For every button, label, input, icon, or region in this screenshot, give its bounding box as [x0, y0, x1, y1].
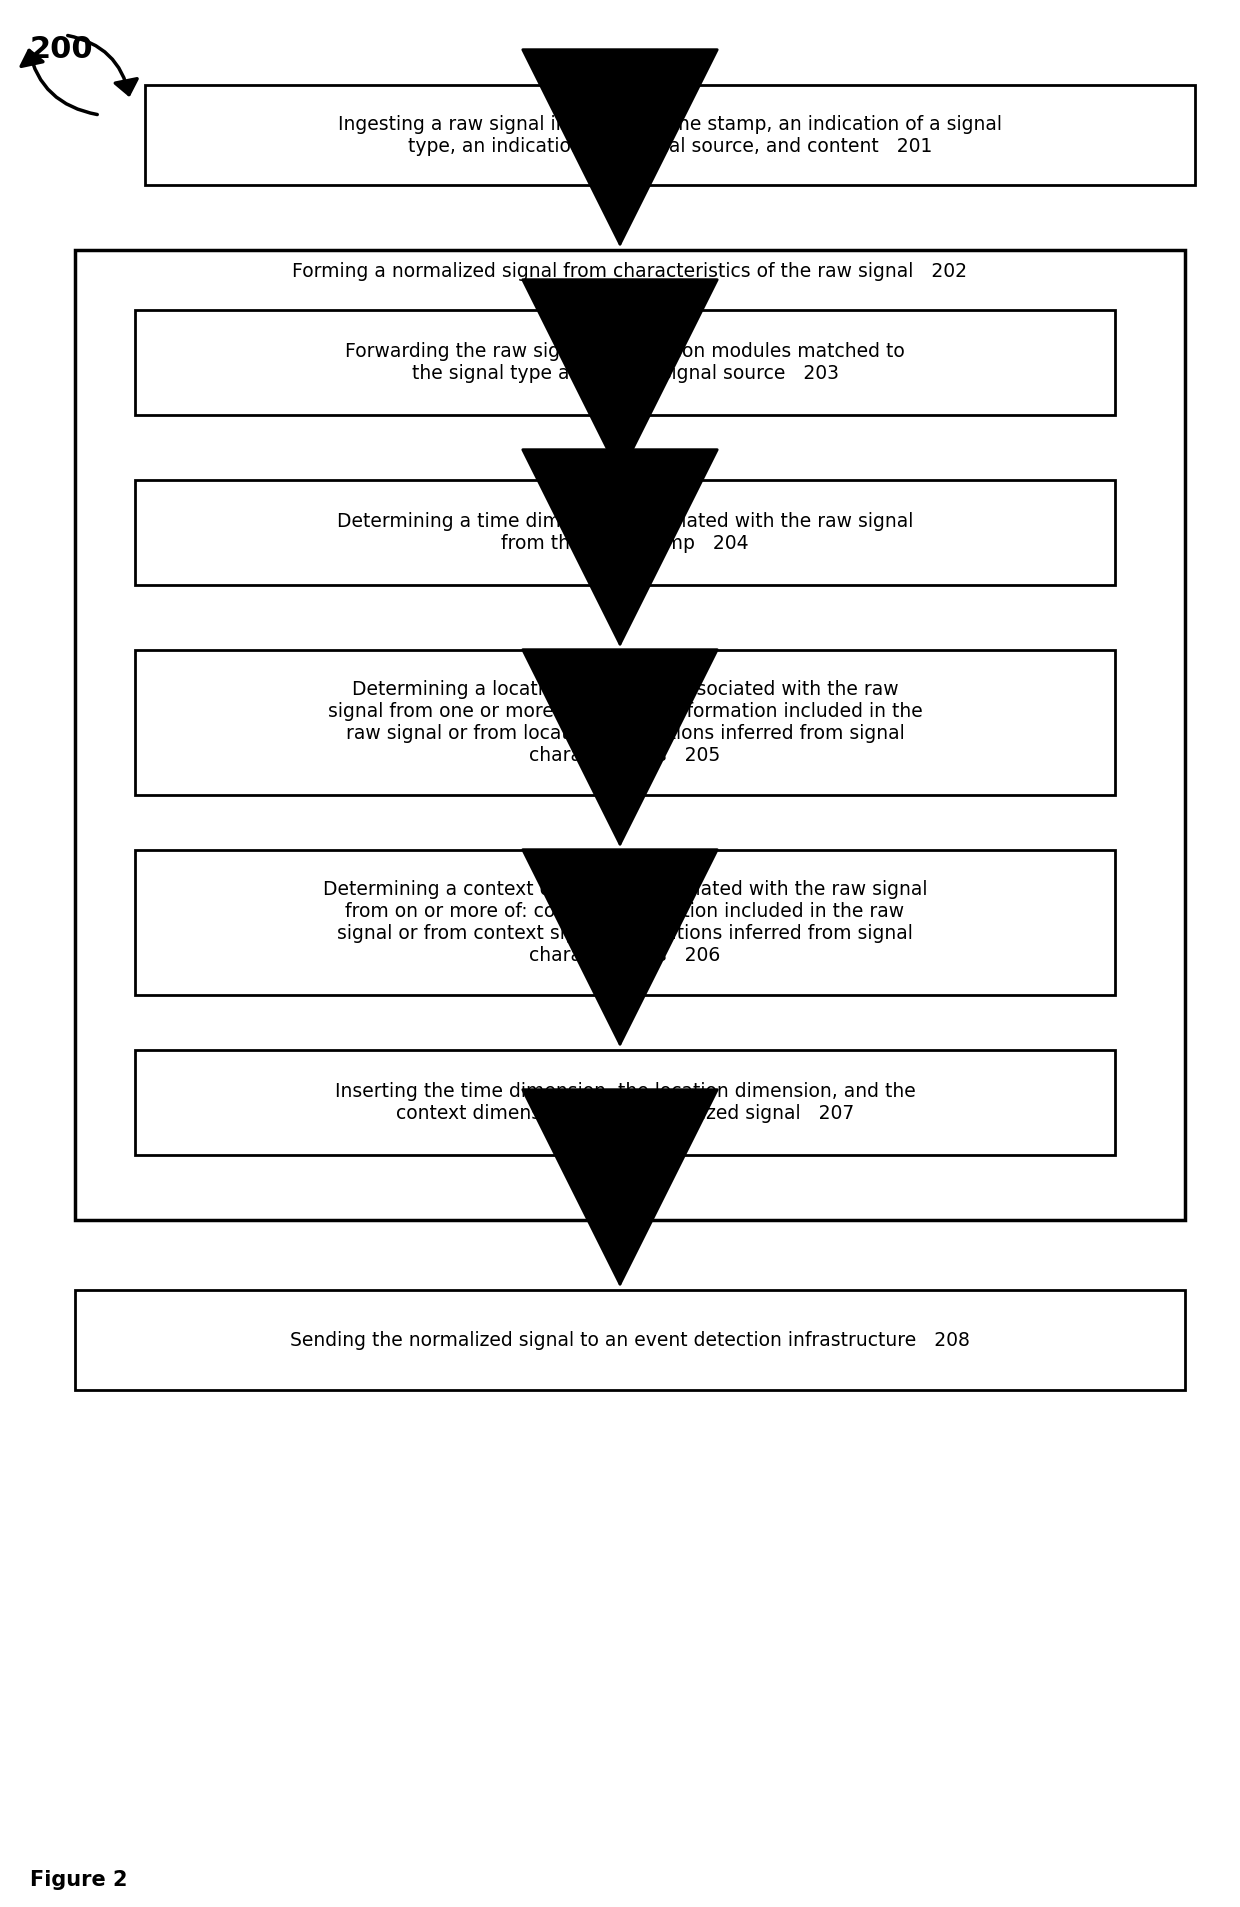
Text: Forwarding the raw signal to ingestion modules matched to
the signal type and/or: Forwarding the raw signal to ingestion m…: [345, 341, 905, 383]
Text: Determining a location dimension associated with the raw
signal from one or more: Determining a location dimension associa…: [327, 681, 923, 765]
Text: Figure 2: Figure 2: [30, 1871, 128, 1890]
Bar: [135, 851, 1115, 995]
Text: Determining a context dimension associated with the raw signal
from on or more o: Determining a context dimension associat…: [322, 879, 928, 965]
Bar: [145, 86, 1195, 185]
Bar: [135, 481, 1115, 585]
Text: Sending the normalized signal to an event detection infrastructure   208: Sending the normalized signal to an even…: [290, 1331, 970, 1350]
Text: Ingesting a raw signal including a time stamp, an indication of a signal
type, a: Ingesting a raw signal including a time …: [339, 114, 1002, 156]
Text: Forming a normalized signal from characteristics of the raw signal   202: Forming a normalized signal from charact…: [293, 261, 967, 280]
Bar: [74, 1289, 1185, 1390]
Bar: [135, 1051, 1115, 1156]
FancyArrowPatch shape: [68, 36, 138, 95]
Bar: [74, 250, 1185, 1220]
FancyArrowPatch shape: [21, 50, 97, 114]
Text: Determining a time dimension associated with the raw signal
from the time stamp : Determining a time dimension associated …: [337, 511, 913, 553]
Bar: [135, 650, 1115, 795]
Text: Inserting the time dimension, the location dimension, and the
context dimension : Inserting the time dimension, the locati…: [335, 1081, 915, 1123]
Bar: [135, 311, 1115, 416]
Text: 200: 200: [30, 34, 94, 65]
